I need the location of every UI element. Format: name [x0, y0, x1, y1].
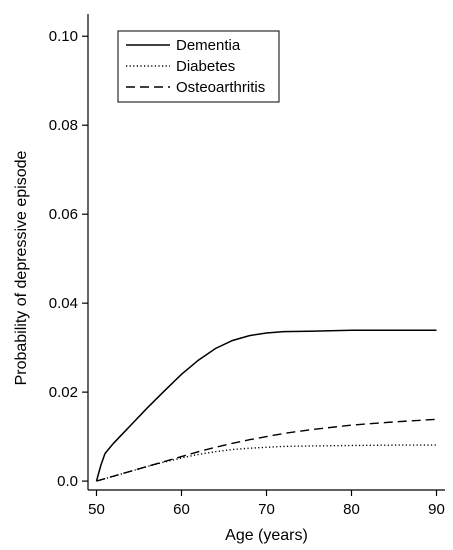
x-tick-label: 70 [258, 501, 275, 518]
y-tick-label: 0.08 [49, 117, 78, 134]
y-ticks: 0.0 0.02 0.04 0.06 0.08 0.10 [49, 28, 88, 490]
x-tick-label: 50 [88, 501, 105, 518]
x-tick-label: 80 [343, 501, 360, 518]
series-line-diabetes [96, 444, 437, 482]
x-axis-title: Age (years) [225, 527, 308, 544]
series-line-osteoarthritis [96, 418, 437, 482]
y-tick-label: 0.0 [57, 473, 78, 490]
y-tick-label: 0.06 [49, 206, 78, 223]
y-tick-label: 0.02 [49, 384, 78, 401]
series-line-dementia [95, 329, 437, 482]
y-tick-label: 0.04 [49, 295, 78, 312]
legend-label-dementia: Dementia [176, 37, 241, 54]
legend-label-diabetes: Diabetes [176, 58, 235, 75]
legend: Dementia Diabetes Osteoarthritis [117, 30, 280, 103]
x-tick-label: 90 [428, 501, 445, 518]
x-ticks: 50 60 70 80 90 [88, 490, 445, 518]
legend-label-osteoarthritis: Osteoarthritis [176, 79, 265, 96]
y-tick-label: 0.10 [49, 28, 78, 45]
y-axis-title: Probability of depressive episode [13, 151, 30, 386]
series-lines [95, 329, 437, 482]
x-tick-label: 60 [173, 501, 190, 518]
